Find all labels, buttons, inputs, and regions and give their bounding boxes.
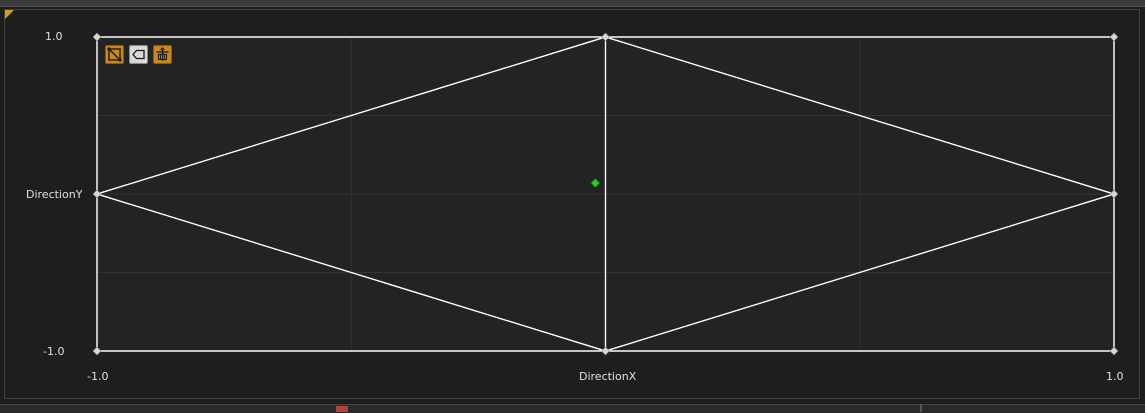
- timeline-marker-icon: [336, 406, 348, 412]
- bottom-edge-strip: [0, 404, 1145, 413]
- grid-toolbar: [105, 45, 172, 64]
- snap-to-grid-icon: [156, 47, 169, 61]
- sample-point-marker[interactable]: [601, 32, 610, 42]
- sample-point-marker[interactable]: [601, 346, 610, 356]
- snap-to-grid-toggle-button[interactable]: [153, 45, 172, 64]
- panel-corner-marker: [5, 10, 14, 19]
- sample-point-marker[interactable]: [92, 189, 102, 199]
- x-axis-name-label: DirectionX: [579, 370, 637, 383]
- y-axis-min-label: -1.0: [43, 345, 65, 358]
- sample-point-marker[interactable]: [1109, 346, 1119, 356]
- triangulation-edge: [96, 193, 607, 352]
- bottom-divider: [920, 404, 922, 412]
- y-axis-name-label: DirectionY: [26, 188, 83, 201]
- x-axis-min-label: -1.0: [87, 370, 109, 383]
- triangulation-toggle-button[interactable]: [105, 45, 124, 64]
- label-tag-icon: [132, 49, 145, 60]
- sample-point-marker[interactable]: [92, 32, 102, 42]
- sample-point-marker[interactable]: [1109, 32, 1119, 42]
- x-axis-max-label: 1.0: [1106, 370, 1124, 383]
- y-axis-max-label: 1.0: [45, 30, 63, 43]
- sample-point-marker[interactable]: [92, 346, 102, 356]
- sample-labels-toggle-button[interactable]: [129, 45, 148, 64]
- preview-position-marker[interactable]: [590, 178, 601, 188]
- sample-point-marker[interactable]: [1109, 189, 1119, 199]
- triangulation-icon: [107, 47, 122, 62]
- top-edge-strip: [0, 0, 1145, 7]
- triangulation-edge: [604, 193, 1115, 352]
